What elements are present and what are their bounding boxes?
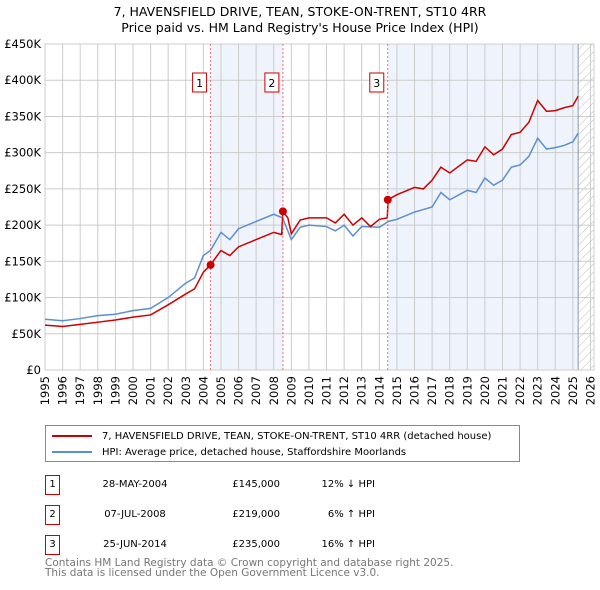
sale-badge-label: 2 [268,77,275,90]
x-tick-label: 2012 [337,376,351,405]
x-tick-label: 2026 [583,376,597,405]
x-tick-label: 2016 [408,376,422,405]
sale-marker-badge: 1 [45,475,60,495]
x-tick-label: 2023 [531,376,545,405]
legend-swatch-red [52,435,92,437]
x-tick-label: 2006 [232,376,246,405]
sale-date: 28-MAY-2004 [102,479,168,490]
legend-swatch-blue [52,451,92,453]
x-tick-label: 2008 [267,376,281,405]
x-tick-label: 2017 [425,376,439,405]
x-tick-label: 2010 [302,376,316,405]
sale-price: £235,000 [232,539,280,550]
shaded-period [387,44,579,370]
legend-label: 7, HAVENSFIELD DRIVE, TEAN, STOKE-ON-TRE… [102,430,492,442]
y-tick-label: £150K [4,254,41,268]
sale-badge-label: 1 [196,77,203,90]
x-tick-label: 2009 [284,376,298,405]
sale-marker-badge: 2 [45,505,60,525]
sale-point [383,195,392,204]
footer-copyright: Contains HM Land Registry data © Crown c… [45,557,454,569]
x-tick-label: 2007 [249,376,263,405]
y-tick-label: £50K [12,327,42,341]
y-tick-label: £0 [26,363,41,377]
sale-price: £219,000 [232,509,280,520]
sale-badge [192,72,208,93]
sale-point [206,260,215,269]
y-tick-label: £100K [4,291,41,305]
x-tick-label: 2021 [496,376,510,405]
x-tick-label: 2013 [355,376,369,405]
shaded-period [210,44,283,370]
x-tick-label: 2022 [513,376,527,405]
x-tick-label: 1996 [56,376,70,405]
y-tick-label: £450K [4,37,41,51]
x-tick-label: 2015 [390,376,404,405]
x-tick-label: 2018 [443,376,457,405]
sale-badge [264,72,280,93]
sale-date: 25-JUN-2014 [103,539,167,550]
y-tick-label: £400K [4,73,41,87]
sale-hpi-diff: 6% ↑ HPI [327,509,375,520]
x-tick-label: 2003 [179,376,193,405]
x-tick-label: 1999 [108,376,122,405]
x-tick-label: 2002 [161,376,175,405]
future-hatch [578,44,594,370]
x-tick-label: 1998 [91,376,105,405]
sale-badge [369,72,385,93]
sale-point [278,207,287,216]
x-tick-label: 2000 [126,376,140,405]
footer-licence: This data is licensed under the Open Gov… [45,567,380,579]
x-tick-label: 2014 [372,376,386,405]
x-tick-label: 2025 [566,376,580,405]
legend-label: HPI: Average price, detached house, Staf… [102,446,407,458]
x-tick-label: 1995 [38,376,52,405]
y-tick-label: £200K [4,218,41,232]
x-tick-label: 2004 [196,376,210,405]
legend: 7, HAVENSFIELD DRIVE, TEAN, STOKE-ON-TRE… [45,425,520,462]
sale-price: £145,000 [232,479,280,490]
sale-marker-badge: 3 [45,535,60,555]
sale-date: 07-JUL-2008 [104,509,166,520]
footer: Contains HM Land Registry data © Crown c… [45,557,454,579]
y-tick-label: £300K [4,146,41,160]
x-tick-label: 2019 [460,376,474,405]
legend-item-hpi: HPI: Average price, detached house, Staf… [46,444,406,460]
line-chart: £0 £50K £100K £150K £200K £250K £300K £350K £400… [4,37,597,405]
legend-item-property: 7, HAVENSFIELD DRIVE, TEAN, STOKE-ON-TRE… [46,428,491,444]
x-tick-label: 2020 [478,376,492,405]
x-tick-label: 2011 [320,376,334,405]
x-tick-label: 2001 [144,376,158,405]
property-price-line [44,95,579,328]
sale-hpi-diff: 12% ↓ HPI [321,479,375,490]
chart-title: 7, HAVENSFIELD DRIVE, TEAN, STOKE-ON-TRE… [113,4,487,19]
sale-badge-label: 3 [373,77,380,90]
y-tick-label: £350K [4,109,41,123]
x-tick-label: 1997 [73,376,87,405]
plot-frame [44,43,595,371]
chart-subtitle: Price paid vs. HM Land Registry's House … [121,20,479,35]
x-tick-label: 2005 [214,376,228,405]
x-tick-label: 2024 [548,376,562,405]
y-tick-label: £250K [4,182,41,196]
sale-hpi-diff: 16% ↑ HPI [321,539,375,550]
hpi-line [44,132,579,322]
